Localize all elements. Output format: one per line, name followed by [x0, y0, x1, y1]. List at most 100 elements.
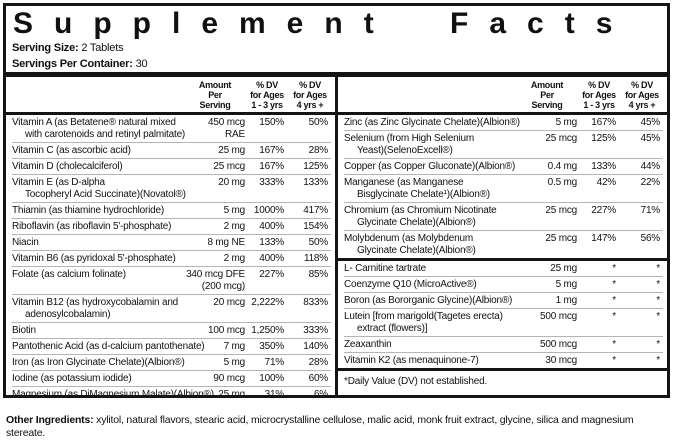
nutrient-name: Molybdenum (as Molybdenum Glycinate Chel… — [344, 233, 476, 256]
nutrient-row: Pantothenic Acid (as d-calcium pantothen… — [12, 338, 331, 354]
supplement-facts-panel: Supplement Facts Serving Size: 2 Tablets… — [3, 3, 670, 398]
nutrient-name: Vitamin A (as Betatene® natural mixed wi… — [12, 117, 186, 140]
nutrient-dv-ages-1-3: 133% — [591, 161, 616, 172]
nutrient-name: Riboflavin (as riboflavin 5'-phosphate) — [12, 221, 172, 232]
nutrient-amount: 25 mcg — [545, 205, 577, 216]
dv-ages-4plus-header: % DV for Ages 4 yrs + — [293, 80, 327, 110]
header-divider-bar — [6, 72, 667, 77]
nutrient-name: Iodine (as potassium iodide) — [12, 373, 132, 384]
nutrient-dv-ages-4plus: 50% — [308, 237, 329, 248]
nutrient-row: Riboflavin (as riboflavin 5'-phosphate) … — [12, 218, 331, 234]
nutrient-amount: 500 mcg — [540, 311, 577, 322]
left-column: Amount Per Serving % DV for Ages 1 - 3 y… — [6, 77, 335, 395]
nutrient-row: Folate (as calcium folinate) 340 mcg DFE… — [12, 266, 331, 294]
servings-per-container-label: Servings Per Container: — [12, 57, 133, 70]
nutrient-dv-ages-4plus: 28% — [308, 145, 329, 156]
daily-value-footnote: *Daily Value (DV) not established. — [344, 376, 488, 387]
servings-per-container-line: Servings Per Container: 30 — [6, 57, 667, 73]
nutrient-amount: 7 mg — [223, 341, 246, 352]
nutrient-row: Thiamin (as thiamine hydrochloride) 5 mg… — [12, 202, 331, 218]
nutrient-name: Vitamin C (as ascorbic acid) — [12, 145, 131, 156]
nutrient-row: Niacin 8 mg NE 133% 50% — [12, 234, 331, 250]
nutrient-dv-ages-1-3: 400% — [259, 221, 284, 232]
nutrient-row: Vitamin B6 (as pyridoxal 5'-phosphate) 2… — [12, 250, 331, 266]
nutrient-amount: 0.4 mg — [547, 161, 578, 172]
nutrient-row: Biotin 100 mcg 1,250% 333% — [12, 322, 331, 338]
nutrient-amount: 20 mg — [218, 177, 245, 188]
nutrient-row: Zeaxanthin 500 mcg * * — [344, 336, 663, 352]
nutrient-name: Boron (as Bororganic Glycine)(Albion®) — [344, 295, 513, 306]
nutrient-amount: 25 mg — [550, 263, 577, 274]
right-column-header: Amount Per Serving % DV for Ages 1 - 3 y… — [344, 77, 663, 112]
amount-per-serving-header: Amount Per Serving — [198, 80, 232, 110]
nutrient-row: Vitamin E (as D-alpha Tocopheryl Acid Su… — [12, 174, 331, 202]
nutrient-dv-ages-1-3: 1,250% — [251, 325, 284, 336]
nutrient-name: Manganese (as Manganese Bisglycinate Che… — [344, 177, 490, 200]
serving-size-label: Serving Size: — [12, 42, 79, 54]
nutrient-name: Zinc (as Zinc Glycinate Chelate)(Albion®… — [344, 117, 520, 128]
nutrient-dv-ages-4plus: 125% — [303, 161, 328, 172]
nutrient-row: Selenium (from High Selenium Yeast)(Sele… — [344, 130, 663, 158]
nutrient-name: Zeaxanthin — [344, 339, 392, 350]
other-ingredients-line: Other Ingredients: xylitol, natural flav… — [6, 414, 674, 440]
nutrient-name: Iron (as Iron Glycinate Chelate)(Albion®… — [12, 357, 185, 368]
nutrient-name: Lutein [from marigold(Tagetes erecta) ex… — [344, 311, 503, 334]
column-header-rule — [6, 112, 335, 115]
nutrient-name: Vitamin B12 (as hydroxycobalamin and ade… — [12, 297, 179, 320]
nutrient-dv-ages-1-3: 125% — [591, 133, 616, 144]
nutrient-dv-ages-1-3: 133% — [259, 237, 284, 248]
nutrient-name: Coenzyme Q10 (MicroActive®) — [344, 279, 477, 290]
nutrient-row: Iodine (as potassium iodide) 90 mcg 100%… — [12, 370, 331, 386]
nutrient-row: Lutein [from marigold(Tagetes erecta) ex… — [344, 308, 663, 336]
nutrient-dv-ages-1-3: * — [612, 311, 616, 322]
nutrient-row: Vitamin C (as ascorbic acid) 25 mg 167% … — [12, 142, 331, 158]
nutrient-dv-ages-1-3: * — [612, 339, 616, 350]
nutrient-dv-ages-4plus: 28% — [308, 357, 329, 368]
nutrient-dv-ages-1-3: 1000% — [253, 205, 284, 216]
nutrient-dv-ages-4plus: 6% — [313, 389, 328, 395]
nutrient-dv-ages-1-3: 400% — [259, 253, 284, 264]
nutrient-dv-ages-4plus: 60% — [308, 373, 329, 384]
nutrient-amount: 20 mcg — [213, 297, 245, 308]
nutrient-amount: 25 mg — [218, 145, 245, 156]
nutrient-row: Vitamin A (as Betatene® natural mixed wi… — [12, 115, 331, 142]
nutrient-row: Coenzyme Q10 (MicroActive®) 5 mg * * — [344, 276, 663, 292]
nutrient-dv-ages-4plus: 333% — [303, 325, 328, 336]
nutrient-amount: 5 mg — [223, 357, 246, 368]
nutrient-dv-ages-4plus: 417% — [303, 205, 328, 216]
nutrient-dv-ages-1-3: 167% — [591, 117, 616, 128]
nutrient-row: Boron (as Bororganic Glycine)(Albion®) 1… — [344, 292, 663, 308]
nutrient-row: Magnesium (as DiMagnesium Malate)(Albion… — [12, 386, 331, 395]
nutrient-amount: 100 mcg — [208, 325, 245, 336]
nutrient-amount: 340 mcg DFE (200 mcg) — [186, 269, 245, 292]
left-nutrient-rows: Vitamin A (as Betatene® natural mixed wi… — [12, 115, 331, 395]
nutrient-dv-ages-1-3: 147% — [591, 233, 616, 244]
nutrient-dv-ages-1-3: * — [612, 355, 616, 366]
nutrient-dv-ages-4plus: * — [656, 295, 660, 306]
serving-size-value: 2 Tablets — [78, 42, 124, 54]
nutrient-amount: 25 mcg — [213, 161, 245, 172]
nutrient-dv-ages-4plus: * — [656, 339, 660, 350]
other-ingredients-label: Other Ingredients: — [6, 413, 94, 426]
nutrient-name: Thiamin (as thiamine hydrochloride) — [12, 205, 164, 216]
nutrient-dv-ages-4plus: 118% — [303, 253, 328, 264]
nutrient-row: Molybdenum (as Molybdenum Glycinate Chel… — [344, 230, 663, 258]
nutrient-dv-ages-1-3: * — [612, 263, 616, 274]
nutrient-amount: 5 mg — [555, 279, 578, 290]
nutrient-dv-ages-1-3: 227% — [259, 269, 284, 280]
nutrient-dv-ages-1-3: 167% — [259, 161, 284, 172]
nutrient-name: Vitamin D (cholecalciferol) — [12, 161, 123, 172]
nutrient-dv-ages-4plus: * — [656, 263, 660, 274]
nutrient-dv-ages-1-3: * — [612, 279, 616, 290]
nutrient-dv-ages-4plus: 71% — [640, 205, 661, 216]
nutrient-name: Copper (as Copper Gluconate)(Albion®) — [344, 161, 516, 172]
footnote-box: *Daily Value (DV) not established. — [338, 368, 667, 395]
nutrient-dv-ages-1-3: 167% — [259, 145, 284, 156]
nutrient-dv-ages-4plus: 44% — [640, 161, 661, 172]
nutrient-dv-ages-1-3: 100% — [259, 373, 284, 384]
section-divider-rule — [338, 258, 667, 261]
dv-ages-1-3-header: % DV for Ages 1 - 3 yrs — [582, 80, 616, 110]
nutrient-name: Selenium (from High Selenium Yeast)(Sele… — [344, 133, 475, 156]
nutrient-dv-ages-1-3: 42% — [596, 177, 617, 188]
panel-title: Supplement Facts — [13, 7, 634, 40]
